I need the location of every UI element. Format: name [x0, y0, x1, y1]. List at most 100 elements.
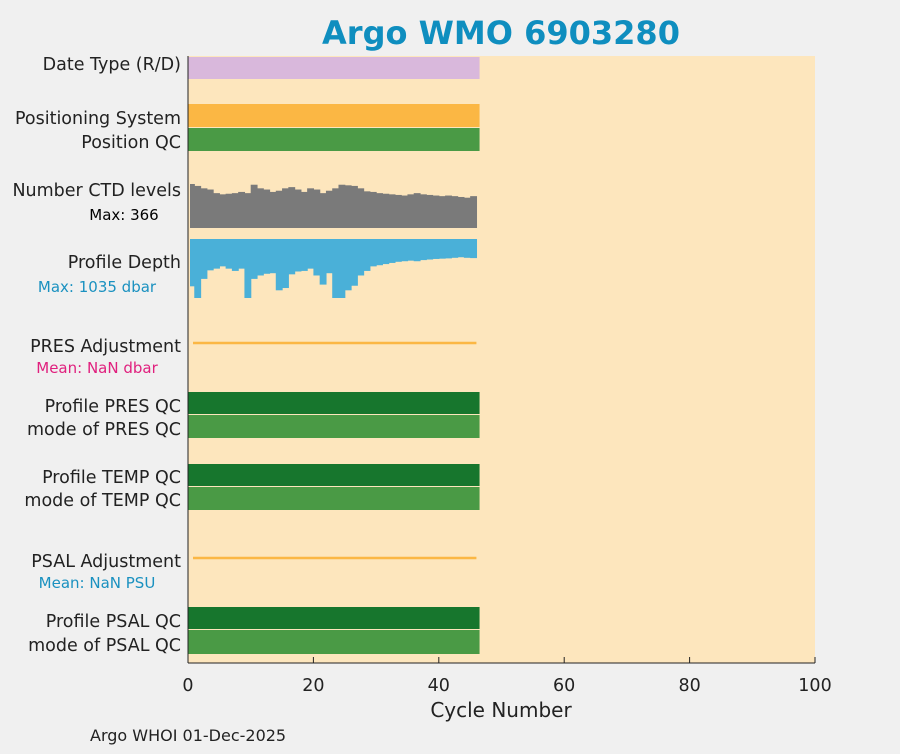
number-ctd-levels-bar — [275, 190, 283, 228]
row-labels: Date Type (R/D) Positioning System Positio… — [12, 55, 181, 656]
pres-adjustment-summary: Mean: NaN dbar — [36, 359, 158, 377]
profile-depth-bar — [194, 239, 202, 298]
profile-depth-bar — [351, 239, 358, 286]
position-qc-band — [188, 128, 480, 151]
profile-depth-bar — [419, 239, 427, 261]
psal-adjustment-summary: Mean: NaN PSU — [39, 574, 156, 592]
number-ctd-levels-bar — [263, 189, 271, 228]
profile-depth-bar — [344, 239, 352, 291]
profile-depth-bar — [457, 239, 465, 258]
number-ctd-levels-bar — [206, 189, 214, 228]
profile-depth-bar — [282, 239, 289, 289]
date-type-r-d-band — [188, 57, 480, 79]
profile-depth-bar — [432, 239, 440, 259]
profile-depth-bar — [451, 239, 459, 258]
profile-depth-bar — [394, 239, 402, 262]
positioning-system-band — [188, 104, 480, 127]
plot-area — [188, 56, 815, 663]
number-ctd-levels-bar — [438, 196, 446, 228]
profile-depth-bar — [238, 239, 246, 269]
profile-depth-bar — [213, 239, 220, 269]
positioning-system-label: Positioning System — [15, 109, 181, 129]
number-ctd-levels-bar — [457, 196, 465, 228]
profile-depth-bar — [470, 239, 478, 259]
profile-depth-bar — [244, 239, 252, 298]
number-ctd-levels-bar — [357, 188, 365, 228]
profile-temp-qc-band — [188, 464, 480, 486]
number-ctd-levels-bar — [451, 196, 459, 228]
x-tick-label: 60 — [553, 676, 575, 696]
profile-depth-bar — [219, 239, 227, 267]
profile-depth-bar — [382, 239, 390, 265]
profile-pres-qc-band — [188, 392, 480, 414]
profile-depth-bar — [325, 239, 333, 274]
x-tick-label: 40 — [428, 676, 450, 696]
profile-depth-bar — [407, 239, 415, 261]
number-ctd-levels-bar — [407, 194, 415, 228]
profile-depth-bar — [401, 239, 409, 262]
number-ctd-levels-bar — [344, 185, 352, 228]
profile-depth-bar — [294, 239, 302, 272]
mode-of-temp-qc-band — [188, 487, 480, 510]
number-ctd-levels-bar — [213, 193, 220, 228]
profile-depth-bar — [275, 239, 283, 291]
profile-depth-bar — [190, 239, 195, 287]
profile-depth-bar — [388, 239, 396, 263]
profile-depth-bar — [307, 239, 314, 269]
number-ctd-levels-bar — [307, 188, 314, 228]
mode-of-psal-qc-band — [188, 630, 480, 654]
profile-depth-bar — [363, 239, 371, 271]
number-ctd-levels-bar — [470, 196, 478, 228]
number-ctd-levels-bar — [300, 191, 308, 228]
profile-depth-label: Profile Depth — [68, 253, 181, 273]
number-ctd-levels-bar — [269, 191, 277, 228]
profile-depth-bar — [338, 239, 346, 298]
number-ctd-levels-bar — [282, 188, 289, 228]
number-ctd-levels-bar — [194, 185, 202, 228]
number-ctd-levels-bar — [313, 189, 321, 228]
number-ctd-levels-bar — [219, 194, 227, 228]
profile-depth-bar — [269, 239, 277, 274]
x-tick-label: 0 — [182, 676, 193, 696]
number-ctd-levels-bar — [426, 194, 434, 228]
profile-depth-bar — [445, 239, 452, 259]
number-ctd-levels-bar — [244, 193, 252, 228]
number-ctd-levels-bar — [231, 193, 239, 228]
mode-of-psal-qc-label: mode of PSAL QC — [28, 636, 181, 656]
number-ctd-levels-bar — [325, 190, 333, 228]
profile-depth-bar — [231, 239, 239, 271]
profile-pres-qc-label: Profile PRES QC — [45, 397, 181, 417]
mode-of-pres-qc-label: mode of PRES QC — [27, 420, 181, 440]
chart-title: Argo WMO 6903280 — [322, 14, 680, 52]
profile-depth-bar — [300, 239, 308, 271]
number-ctd-levels-bar — [294, 189, 302, 228]
number-ctd-levels-bar — [376, 193, 383, 228]
number-ctd-levels-label: Number CTD levels — [12, 181, 181, 201]
number-ctd-levels-bar — [382, 193, 390, 228]
number-ctd-levels-bar — [319, 193, 327, 228]
profile-depth-bar — [438, 239, 446, 259]
profile-depth-bar — [206, 239, 214, 271]
number-ctd-levels-bar — [250, 184, 258, 228]
chart-marks — [188, 57, 480, 654]
number-ctd-levels-bar — [190, 184, 195, 228]
profile-depth-summary: Max: 1035 dbar — [38, 278, 157, 296]
number-ctd-levels-bar — [463, 197, 471, 228]
number-ctd-levels-bar — [401, 195, 409, 228]
number-ctd-levels-bar — [432, 195, 440, 228]
profile-depth-bar — [376, 239, 383, 266]
number-ctd-levels-bar — [238, 191, 246, 228]
profile-depth-bar — [332, 239, 340, 298]
number-ctd-levels-bar — [288, 187, 296, 228]
position-qc-label: Position QC — [81, 133, 181, 153]
number-ctd-levels-summary: Max: 366 — [89, 206, 158, 224]
number-ctd-levels-bar — [351, 185, 358, 228]
profile-temp-qc-label: Profile TEMP QC — [42, 468, 181, 488]
profile-depth-bar — [463, 239, 471, 258]
number-ctd-levels-bar — [225, 193, 233, 228]
number-ctd-levels-bar — [338, 184, 346, 228]
profile-depth-bar — [357, 239, 365, 276]
profile-psal-qc-label: Profile PSAL QC — [46, 612, 181, 632]
psal-adjustment-label: PSAL Adjustment — [31, 552, 181, 572]
x-tick-label: 20 — [302, 676, 324, 696]
